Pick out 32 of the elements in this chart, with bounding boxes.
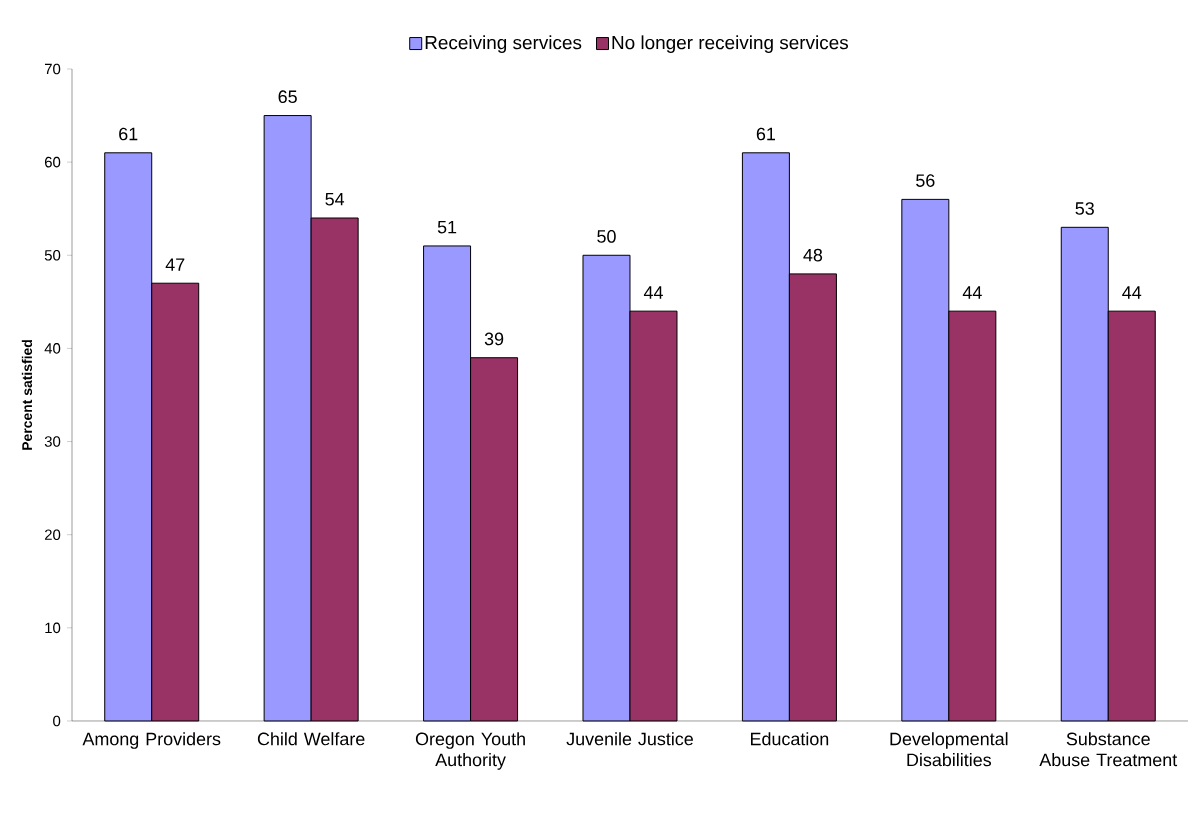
x-tick-label: Developmental Disabilities xyxy=(890,732,1008,767)
data-label: 50 xyxy=(597,230,616,243)
data-label: 39 xyxy=(484,332,504,346)
y-axis-title: Percent satisfied xyxy=(21,340,33,450)
x-tick-label: Juvenile Justice xyxy=(566,732,693,746)
data-label: 51 xyxy=(437,220,457,234)
y-tick-label: 50 xyxy=(44,249,61,261)
data-label: 44 xyxy=(643,286,663,299)
y-tick-label: 10 xyxy=(45,622,61,634)
y-tick-label: 30 xyxy=(44,436,61,447)
x-tick-label: Child Welfare xyxy=(257,732,365,746)
y-tick-label: 70 xyxy=(44,63,61,75)
y-tick-label: 0 xyxy=(53,715,61,727)
x-tick-label: Oregon Youth Authority xyxy=(415,732,525,770)
data-label: 44 xyxy=(1122,286,1142,299)
y-tick-label: 20 xyxy=(44,529,61,540)
data-label: 61 xyxy=(119,127,138,141)
data-label: 54 xyxy=(325,193,345,206)
data-label: 61 xyxy=(756,127,775,141)
x-tick-label: Education xyxy=(751,732,829,746)
x-tick-label: Substance Abuse Treatment xyxy=(1039,732,1178,767)
data-label: 65 xyxy=(278,90,297,104)
legend-label: No longer receiving services xyxy=(612,35,849,53)
y-tick-label: 40 xyxy=(44,343,61,354)
data-label: 56 xyxy=(916,174,935,187)
legend-label: Receiving services xyxy=(425,35,582,53)
y-tick-label: 60 xyxy=(44,156,61,168)
data-label: 48 xyxy=(803,248,823,262)
data-label: 53 xyxy=(1075,202,1094,215)
data-label: 44 xyxy=(962,286,982,299)
data-label: 47 xyxy=(165,258,185,271)
x-tick-label: Among Providers xyxy=(82,732,221,749)
